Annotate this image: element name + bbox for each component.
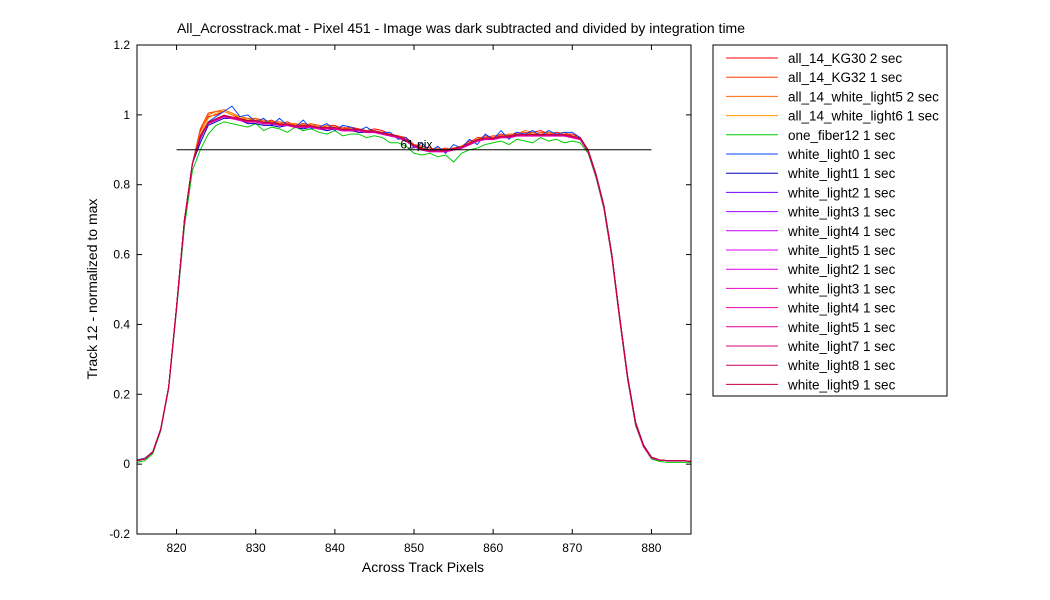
x-tick-label-820: 820 xyxy=(167,541,187,555)
legend-box xyxy=(712,44,948,397)
legend-label-10: white_light5 1 sec xyxy=(787,243,896,258)
legend-item-12: white_light3 1 sec xyxy=(726,281,896,296)
legend-item-9: white_light4 1 sec xyxy=(726,224,896,239)
legend-label-15: white_light7 1 sec xyxy=(787,339,896,354)
legend-items: all_14_KG30 2 sec all_14_KG32 1 sec all_14… xyxy=(726,51,939,392)
legend-item-17: white_light9 1 sec xyxy=(726,377,896,392)
x-tick-label-860: 860 xyxy=(483,541,503,555)
legend-item-8: white_light3 1 sec xyxy=(726,205,896,220)
legend-label-5: white_light0 1 sec xyxy=(787,147,896,162)
legend-label-0: all_14_KG30 2 sec xyxy=(788,51,902,66)
x-tick-label-850: 850 xyxy=(404,541,424,555)
legend-item-11: white_light2 1 sec xyxy=(726,262,896,277)
legend-item-16: white_light8 1 sec xyxy=(726,358,896,373)
legend-label-17: white_light9 1 sec xyxy=(787,377,896,392)
x-tick-label-870: 870 xyxy=(562,541,582,555)
legend: all_14_KG30 2 sec all_14_KG32 1 sec all_14… xyxy=(712,44,948,397)
legend-label-12: white_light3 1 sec xyxy=(787,281,896,296)
x-tick-label-880: 880 xyxy=(641,541,661,555)
legend-label-3: all_14_white_light6 1 sec xyxy=(788,109,939,124)
legend-label-4: one_fiber12 1 sec xyxy=(788,128,896,143)
legend-label-1: all_14_KG32 1 sec xyxy=(788,70,902,85)
x-tick-label-840: 840 xyxy=(325,541,345,555)
legend-item-15: white_light7 1 sec xyxy=(726,339,896,354)
chart-title: All_Acrosstrack.mat - Pixel 451 - Image … xyxy=(177,20,745,36)
legend-label-7: white_light2 1 sec xyxy=(787,185,896,200)
legend-item-0: all_14_KG30 2 sec xyxy=(726,51,902,66)
legend-label-8: white_light3 1 sec xyxy=(787,205,896,220)
y-tick-label-3: 0.4 xyxy=(113,317,130,331)
legend-item-3: all_14_white_light6 1 sec xyxy=(726,109,939,124)
x-axis-label: Across Track Pixels xyxy=(362,559,484,575)
legend-item-13: white_light4 1 sec xyxy=(726,301,896,316)
legend-label-9: white_light4 1 sec xyxy=(787,224,896,239)
plot-area xyxy=(137,45,691,534)
legend-item-5: white_light0 1 sec xyxy=(726,147,896,162)
y-axis-label: Track 12 - normalized to max xyxy=(84,199,100,380)
y-tick-label-0: -0.2 xyxy=(109,527,130,541)
y-tick-label-6: 1 xyxy=(123,108,130,122)
y-tick-label-2: 0.2 xyxy=(113,387,130,401)
legend-label-6: white_light1 1 sec xyxy=(787,166,896,181)
legend-label-14: white_light5 1 sec xyxy=(787,320,896,335)
y-tick-label-1: 0 xyxy=(123,457,130,471)
y-tick-label-7: 1.2 xyxy=(113,38,130,52)
series-line-white-light9-1-sec-17 xyxy=(136,114,692,462)
legend-label-2: all_14_white_light5 2 sec xyxy=(788,89,939,104)
legend-item-6: white_light1 1 sec xyxy=(726,166,896,181)
y-axis-ticks: -0.2 0 0.2 0.4 0.6 0.8 1 1.2 xyxy=(109,38,691,541)
y-tick-label-5: 0.8 xyxy=(113,178,130,192)
legend-item-1: all_14_KG32 1 sec xyxy=(726,70,902,85)
legend-item-4: one_fiber12 1 sec xyxy=(726,128,896,143)
legend-item-10: white_light5 1 sec xyxy=(726,243,896,258)
legend-item-7: white_light2 1 sec xyxy=(726,185,896,200)
y-tick-label-4: 0.6 xyxy=(113,248,130,262)
x-axis-ticks: 820 830 840 850 860 870 880 xyxy=(167,45,662,555)
legend-item-2: all_14_white_light5 2 sec xyxy=(726,89,939,104)
annotation-61-pix: 61 pix xyxy=(400,138,432,152)
legend-label-11: white_light2 1 sec xyxy=(787,262,896,277)
legend-label-16: white_light8 1 sec xyxy=(787,358,896,373)
legend-item-14: white_light5 1 sec xyxy=(726,320,896,335)
legend-label-13: white_light4 1 sec xyxy=(787,301,896,316)
x-tick-label-830: 830 xyxy=(246,541,266,555)
series-layer xyxy=(136,105,692,463)
